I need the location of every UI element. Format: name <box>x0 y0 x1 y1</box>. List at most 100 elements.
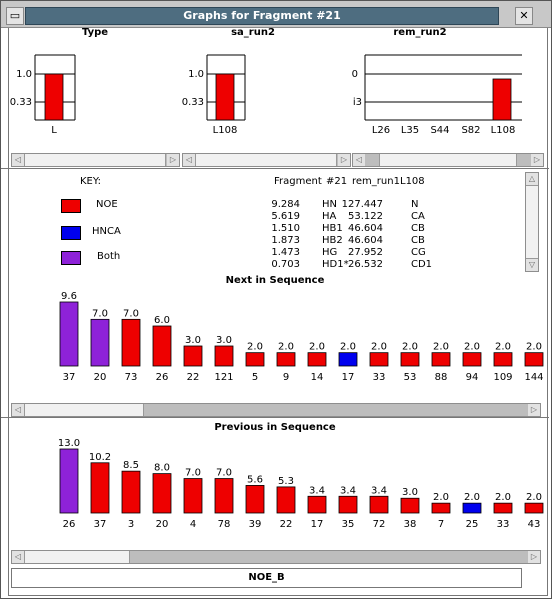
data-label: 2.0 <box>526 342 542 353</box>
scroll-thumb[interactable] <box>526 185 538 259</box>
bar-25 <box>462 502 482 514</box>
sa-run2-ytick-033: 0.33 <box>182 97 204 108</box>
bar-5 <box>245 352 265 367</box>
tick-label: 72 <box>373 519 386 530</box>
sa-run2-ytick-1: 1.0 <box>188 69 204 80</box>
bar-39 <box>245 485 265 514</box>
data-label: 9.6 <box>61 291 77 302</box>
bar-14 <box>307 352 327 367</box>
scroll-right-icon[interactable]: ▷ <box>528 404 540 416</box>
tick-label: 26 <box>63 519 76 530</box>
tick-label: 4 <box>190 519 196 530</box>
tick-label: 25 <box>466 519 479 530</box>
window-title: Graphs for Fragment #21 <box>25 7 499 25</box>
bar-9 <box>276 352 296 367</box>
scroll-thumb[interactable] <box>24 404 144 416</box>
table-cell: CB <box>411 235 425 246</box>
table-header-number: #21 <box>326 176 348 187</box>
scrollbar-next-in-sequence[interactable]: ◁ ▷ <box>11 403 541 417</box>
key-title: KEY: <box>80 176 102 187</box>
scroll-thumb[interactable] <box>195 154 337 166</box>
table-cell: HD1* <box>322 259 349 270</box>
tick-label: 3 <box>128 519 134 530</box>
type-graph-ytick-033: 0.33 <box>10 97 32 108</box>
scroll-left-icon[interactable]: ◁ <box>12 551 24 563</box>
tick-label: 22 <box>280 519 293 530</box>
bar-20 <box>152 473 172 514</box>
bar-72 <box>369 495 389 514</box>
title-bar[interactable]: ▭ Graphs for Fragment #21 ✕ <box>1 1 551 28</box>
scroll-right-icon[interactable]: ▷ <box>531 154 543 166</box>
tick-label: 78 <box>218 519 231 530</box>
tick-label: 38 <box>404 519 417 530</box>
data-label: 10.2 <box>89 452 111 463</box>
scroll-left-icon[interactable]: ◁ <box>12 154 24 166</box>
data-label: 7.0 <box>92 308 108 319</box>
table-cell: CA <box>411 211 425 222</box>
bar-17 <box>338 352 358 367</box>
type-graph: 1.0 0.33 L <box>10 54 76 136</box>
rem-run2-bar-l108 <box>492 78 512 121</box>
scroll-thumb[interactable] <box>24 154 166 166</box>
data-label: 2.0 <box>278 342 294 353</box>
scrollbar-previous-in-sequence[interactable]: ◁ ▷ <box>11 550 541 564</box>
table-cell: 46.604 <box>348 235 383 246</box>
scrollbar-type[interactable]: ◁ ▷ <box>11 153 180 167</box>
previous-in-sequence-title: Previous in Sequence <box>214 422 336 433</box>
table-header-run: rem_run1 <box>352 176 400 187</box>
bar-26 <box>152 325 172 367</box>
tick-label: 33 <box>497 519 510 530</box>
tick-label: 144 <box>524 372 543 383</box>
bar-33 <box>493 502 513 514</box>
scroll-right-icon[interactable]: ▷ <box>338 154 350 166</box>
type-graph-ytick-1: 1.0 <box>16 69 32 80</box>
scroll-left-icon[interactable]: ◁ <box>12 404 24 416</box>
sa-run2-graph: 1.0 0.33 L108 <box>182 54 246 136</box>
divider <box>1 168 549 169</box>
scroll-thumb[interactable] <box>24 551 130 563</box>
scroll-up-icon[interactable]: △ <box>526 173 538 185</box>
bar-4 <box>183 478 203 514</box>
data-label: 2.0 <box>464 342 480 353</box>
table-cell: 53.122 <box>348 211 383 222</box>
table-cell: 27.952 <box>348 247 383 258</box>
key-label-both: Both <box>97 251 121 262</box>
vertical-scrollbar-key[interactable]: △ ▽ <box>525 172 539 272</box>
bar-109 <box>493 352 513 367</box>
close-button[interactable]: ✕ <box>515 7 533 25</box>
table-header-residue: L108 <box>400 176 425 187</box>
next-in-sequence-title: Next in Sequence <box>225 275 325 286</box>
data-label: 2.0 <box>371 342 387 353</box>
noe-b-button[interactable]: NOE_B <box>11 568 522 588</box>
rem-run2-xlabel-l26: L26 <box>372 125 390 136</box>
scroll-right-icon[interactable]: ▷ <box>167 154 179 166</box>
scroll-thumb[interactable] <box>379 154 517 166</box>
data-label: 7.0 <box>185 468 201 479</box>
rem-run2-xlabel-s44: S44 <box>430 125 449 136</box>
type-graph-xlabel-l: L <box>51 125 57 136</box>
bar-121 <box>214 345 234 367</box>
data-label: 8.5 <box>123 460 139 471</box>
tick-label: 20 <box>156 519 169 530</box>
data-label: 2.0 <box>402 342 418 353</box>
scroll-left-icon[interactable]: ◁ <box>183 154 195 166</box>
scrollbar-rem-run2[interactable]: ◁ ▷ <box>352 153 544 167</box>
window-menu-button[interactable]: ▭ <box>6 7 24 25</box>
scrollbar-sa-run2[interactable]: ◁ ▷ <box>182 153 351 167</box>
data-label: 6.0 <box>154 315 170 326</box>
tick-label: 88 <box>435 372 448 383</box>
data-label: 5.6 <box>247 474 263 485</box>
bar-78 <box>214 478 234 514</box>
scroll-down-icon[interactable]: ▽ <box>526 259 538 271</box>
bar-53 <box>400 352 420 367</box>
tick-label: 7 <box>438 519 444 530</box>
scroll-left-icon[interactable]: ◁ <box>353 154 365 166</box>
table-cell: 46.604 <box>348 223 383 234</box>
table-cell: 1.473 <box>271 247 300 258</box>
table-header-fragment: Fragment <box>274 176 322 187</box>
table-cell: CD1 <box>411 259 433 270</box>
tick-label: 73 <box>125 372 138 383</box>
scroll-right-icon[interactable]: ▷ <box>528 551 540 563</box>
sa-run2-bar-l108 <box>215 73 235 121</box>
key-swatch-both <box>61 251 81 265</box>
